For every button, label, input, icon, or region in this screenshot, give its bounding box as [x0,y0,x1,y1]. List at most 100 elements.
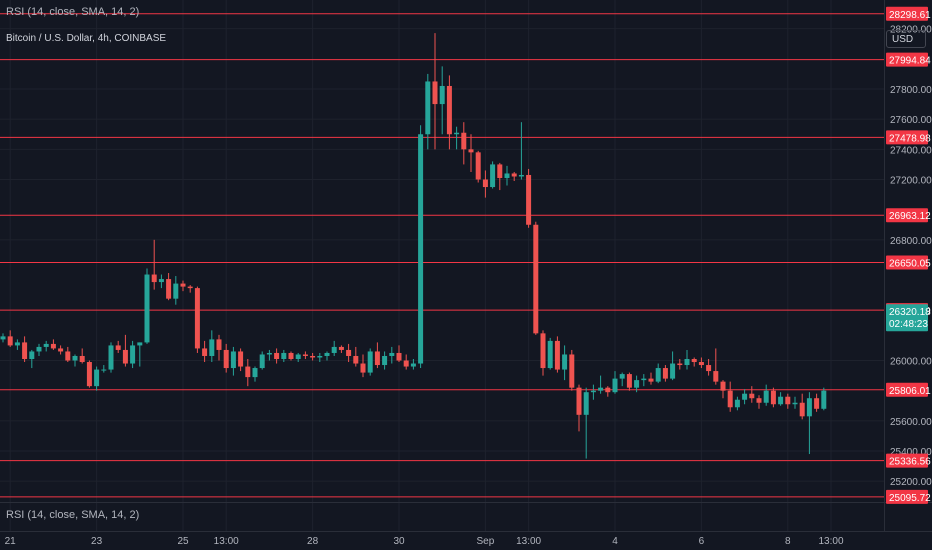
candle-body [619,374,625,379]
candle [180,280,186,292]
candle [72,354,78,367]
level-price-tag-bg [886,130,928,145]
time-tick-label: 8 [785,536,791,547]
candle [50,339,56,350]
time-axis[interactable]: 21 23 25 13:00 28 30 Sep 13:00 4 6 8 13:00 [5,536,844,547]
candle-body [295,354,301,360]
level-price-tag-text: 27994.84 [889,56,931,67]
candle [14,339,20,350]
last-price-bg [886,304,928,332]
candle [274,348,280,364]
candle [504,165,510,186]
candle [151,239,157,290]
candle-body [511,173,517,177]
candle [727,381,733,412]
candle [115,340,121,353]
candle [36,343,42,356]
candle-body [562,354,568,370]
candle [792,396,798,409]
candle [763,384,769,406]
level-price-tag: 28298.61 [886,6,931,21]
time-tick-label: 13:00 [516,536,541,547]
candle [187,285,193,293]
candle [79,348,85,364]
candle-body [526,174,532,225]
candle-body [216,339,222,350]
candle-body [22,342,28,360]
candle [583,387,589,459]
candle [461,122,467,165]
currency-button[interactable]: USD [886,30,926,48]
level-price-labels: 28298.61 27994.84 27478.98 26963.12 26650.05… [886,6,931,504]
candle-body [461,132,467,150]
candle-body [331,346,337,353]
candle-body [814,398,820,409]
candle-body [173,283,179,299]
candle [94,366,100,391]
candle-body [540,333,546,369]
countdown-text: 02:48:23 [889,319,928,330]
candle [468,134,474,172]
indicator-legend-top[interactable]: RSI (14, close, SMA, 14, 2) [6,6,140,18]
level-price-tag-bg [886,208,928,223]
candle [425,73,431,150]
candles [0,33,827,459]
candle-body [353,355,359,364]
candle [288,351,294,361]
horizontal-levels [0,13,884,498]
candle [533,221,539,335]
price-tick-label: 27800.00 [890,85,932,96]
candle-body [382,355,388,366]
candle-body [101,369,107,371]
candle [7,330,13,347]
candle-body [806,398,812,417]
candle-body [706,365,712,372]
candle [706,359,712,376]
candle-body [497,164,503,178]
candle-body [180,283,186,287]
candle-body [749,393,755,399]
candle [245,359,251,387]
candle [360,354,366,378]
candle-body [742,393,748,400]
time-tick-label: 28 [307,536,319,547]
candle [806,392,812,455]
candle-body [166,279,172,299]
candle-body [598,387,604,391]
candle-body [137,342,143,346]
candle [158,274,164,289]
level-price-tag-bg [886,255,928,270]
candle-body [252,368,258,378]
candle-body [634,380,640,388]
price-tick-label: 26800.00 [890,236,932,247]
candle [223,343,229,373]
candle-body [0,336,6,340]
indicator-legend-bottom[interactable]: RSI (14, close, SMA, 14, 2) [6,509,140,521]
candle [547,337,553,370]
candle [554,336,560,373]
candle [770,387,776,408]
candle-body [374,351,380,366]
candle-body [194,288,200,349]
time-tick-label: 6 [699,536,705,547]
candle-body [626,374,632,388]
candle [238,348,244,372]
candle [670,351,676,381]
candle [490,161,496,189]
candle-body [324,352,330,356]
candle [281,349,287,363]
candle-body [288,352,294,360]
candle [814,393,820,412]
candle [101,365,107,373]
candle-body [338,346,344,350]
candle-body [799,402,805,417]
candle [742,389,748,405]
level-price-tag-text: 27478.98 [889,133,931,144]
price-tick-label: 27200.00 [890,176,932,187]
candle-body [72,355,78,361]
candle-body [504,173,510,178]
level-price-tag: 25806.01 [886,382,931,397]
